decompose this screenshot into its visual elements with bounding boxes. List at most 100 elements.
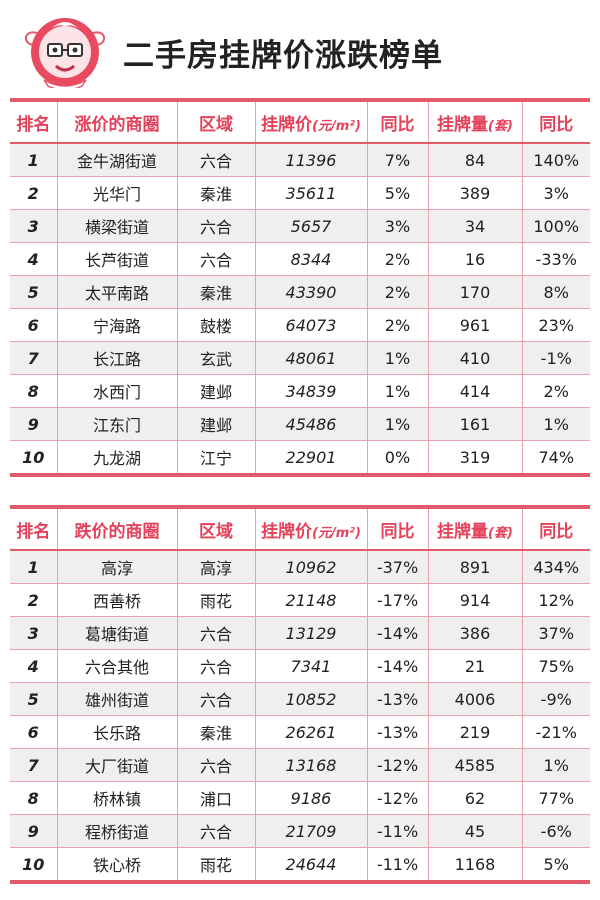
col-header-price: 挂牌价(元/m²) [254,100,367,144]
price-yoy-cell: -37% [366,549,428,584]
price-fall-table: 排名 跌价的商圈 区域 挂牌价(元/m²) 同比 挂牌量(套) 同比 1 高淳 高淳… [10,505,590,884]
volume-unit: (套) [488,118,513,134]
volume-yoy-cell: 23% [521,308,590,342]
area-cell: 大厂街道 [56,748,177,782]
col-header-rank: 排名 [10,507,57,551]
col-header-volume-label: 挂牌量 [437,114,489,135]
rank-cell: 2 [10,583,57,617]
price-cell: 24644 [254,847,367,882]
rank-cell: 8 [10,781,57,815]
volume-cell: 386 [427,616,522,650]
district-cell: 六合 [176,814,255,848]
table-row: 7 长江路 玄武 48061 1% 410 -1% [10,341,590,375]
volume-cell: 4585 [427,748,522,782]
district-cell: 六合 [176,748,255,782]
price-cell: 10962 [254,549,367,584]
volume-yoy-cell: 140% [521,142,590,177]
volume-yoy-cell: -33% [521,242,590,276]
table-row: 5 雄州街道 六合 10852 -13% 4006 -9% [10,682,590,716]
area-cell: 桥林镇 [56,781,177,815]
rank-cell: 3 [10,616,57,650]
volume-cell: 319 [427,440,522,475]
area-cell: 葛塘街道 [56,616,177,650]
price-unit: (元/m²) [312,525,361,541]
district-cell: 六合 [176,649,255,683]
price-cell: 21148 [254,583,367,617]
district-cell: 江宁 [176,440,255,475]
col-header-district: 区域 [176,100,255,144]
table-body: 1 金牛湖街道 六合 11396 7% 84 140% 2 光华门 秦淮 35611 5% 389 3% 3… [10,142,590,475]
volume-yoy-cell: 75% [521,649,590,683]
rank-cell: 7 [10,748,57,782]
table-row: 10 铁心桥 雨花 24644 -11% 1168 5% [10,847,590,882]
price-cell: 64073 [254,308,367,342]
table-row: 4 六合其他 六合 7341 -14% 21 75% [10,649,590,683]
volume-cell: 1168 [427,847,522,882]
district-cell: 建邺 [176,407,255,441]
area-cell: 长乐路 [56,715,177,749]
page-header: 二手房挂牌价涨跌榜单 [0,0,600,96]
volume-cell: 62 [427,781,522,815]
volume-yoy-cell: 2% [521,374,590,408]
price-cell: 45486 [254,407,367,441]
volume-yoy-cell: -1% [521,341,590,375]
table-body: 1 高淳 高淳 10962 -37% 891 434% 2 西善桥 雨花 21148 -17% 914 1… [10,549,590,882]
district-cell: 雨花 [176,583,255,617]
district-cell: 建邺 [176,374,255,408]
price-cell: 5657 [254,209,367,243]
area-cell: 西善桥 [56,583,177,617]
price-cell: 22901 [254,440,367,475]
price-yoy-cell: 1% [366,341,428,375]
rank-cell: 5 [10,275,57,309]
rank-cell: 3 [10,209,57,243]
district-cell: 六合 [176,616,255,650]
price-yoy-cell: 5% [366,176,428,210]
district-cell: 鼓楼 [176,308,255,342]
col-header-price-yoy: 同比 [366,100,428,144]
volume-yoy-cell: 100% [521,209,590,243]
price-cell: 48061 [254,341,367,375]
price-yoy-cell: 2% [366,275,428,309]
volume-cell: 4006 [427,682,522,716]
table-row: 7 大厂街道 六合 13168 -12% 4585 1% [10,748,590,782]
table-row: 3 葛塘街道 六合 13129 -14% 386 37% [10,616,590,650]
district-cell: 浦口 [176,781,255,815]
price-yoy-cell: 3% [366,209,428,243]
volume-cell: 161 [427,407,522,441]
volume-yoy-cell: -9% [521,682,590,716]
col-header-volume: 挂牌量(套) [427,100,522,144]
col-header-area: 涨价的商圈 [56,100,177,144]
rank-cell: 4 [10,242,57,276]
volume-cell: 410 [427,341,522,375]
table-row: 6 长乐路 秦淮 26261 -13% 219 -21% [10,715,590,749]
price-yoy-cell: -14% [366,616,428,650]
table-header-row: 排名 跌价的商圈 区域 挂牌价(元/m²) 同比 挂牌量(套) 同比 [10,507,590,551]
area-cell: 长江路 [56,341,177,375]
rank-cell: 6 [10,308,57,342]
rank-cell: 5 [10,682,57,716]
area-cell: 金牛湖街道 [56,142,177,177]
price-yoy-cell: -12% [366,748,428,782]
col-header-price-label: 挂牌价 [261,521,313,542]
table-row: 1 金牛湖街道 六合 11396 7% 84 140% [10,142,590,177]
area-cell: 光华门 [56,176,177,210]
volume-yoy-cell: 1% [521,407,590,441]
area-cell: 水西门 [56,374,177,408]
rank-cell: 10 [10,440,57,475]
area-cell: 江东门 [56,407,177,441]
volume-cell: 170 [427,275,522,309]
district-cell: 秦淮 [176,275,255,309]
volume-cell: 414 [427,374,522,408]
area-cell: 横梁街道 [56,209,177,243]
rank-cell: 8 [10,374,57,408]
rank-cell: 10 [10,847,57,882]
volume-yoy-cell: 12% [521,583,590,617]
volume-cell: 914 [427,583,522,617]
price-rise-table: 排名 涨价的商圈 区域 挂牌价(元/m²) 同比 挂牌量(套) 同比 1 金牛湖街… [10,98,590,477]
price-cell: 34839 [254,374,367,408]
price-cell: 7341 [254,649,367,683]
table-row: 9 江东门 建邺 45486 1% 161 1% [10,407,590,441]
district-cell: 秦淮 [176,715,255,749]
price-yoy-cell: -12% [366,781,428,815]
area-cell: 高淳 [56,549,177,584]
